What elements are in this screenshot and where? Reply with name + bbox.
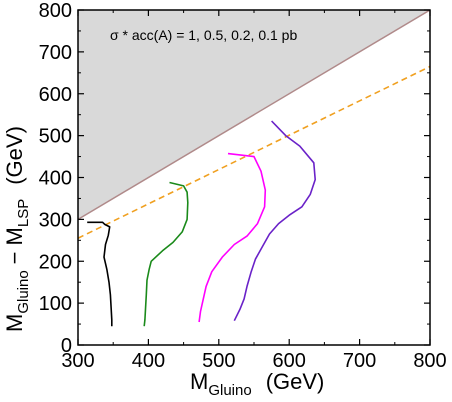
y-tick-label: 600 bbox=[39, 84, 72, 106]
series-layer bbox=[87, 120, 317, 327]
y-tick-label: 0 bbox=[61, 335, 72, 357]
series-line-3 bbox=[198, 152, 267, 323]
excluded-region-edge bbox=[77, 9, 431, 221]
y-tick-label: 500 bbox=[39, 126, 72, 148]
x-tick-label: 700 bbox=[343, 350, 376, 372]
series-line-1 bbox=[87, 221, 113, 327]
y-axis-title-sub2: LSP bbox=[15, 199, 32, 227]
y-tick-label: 800 bbox=[39, 0, 72, 22]
y-axis-title-dash: − bbox=[2, 251, 27, 264]
y-axis-title-unit: (GeV) bbox=[2, 126, 27, 185]
x-tick-label: 300 bbox=[61, 350, 94, 372]
y-tick-label: 100 bbox=[39, 293, 72, 315]
y-tick-label: 300 bbox=[39, 209, 72, 231]
y-axis-title-main2: M bbox=[2, 227, 27, 245]
x-tick-label: 500 bbox=[202, 350, 235, 372]
x-tick-label: 400 bbox=[132, 350, 165, 372]
x-axis-title-sub: Gluino bbox=[208, 382, 251, 399]
reference-dashed-line bbox=[77, 65, 431, 239]
ticks-layer: 300 400 500 600 700 800 0 100 200 300 400 500 600 700… bbox=[39, 0, 447, 372]
y-tick-label: 700 bbox=[39, 42, 72, 64]
series-line-2 bbox=[143, 181, 189, 327]
x-axis-title-main: M bbox=[190, 369, 208, 394]
y-tick-label: 200 bbox=[39, 251, 72, 273]
y-axis-title: MGluino−MLSP(GeV) bbox=[2, 126, 32, 332]
x-tick-label: 600 bbox=[273, 350, 306, 372]
y-axis-title-main1: M bbox=[2, 314, 27, 332]
x-tick-label: 800 bbox=[413, 350, 446, 372]
y-tick-label: 400 bbox=[39, 168, 72, 190]
annotation-text: σ * acc(A) = 1, 0.5, 0.2, 0.1 pb bbox=[110, 27, 297, 43]
series-line-4 bbox=[233, 120, 317, 322]
x-axis-title-unit: (GeV) bbox=[266, 369, 325, 394]
x-axis-title: MGluino (GeV) bbox=[190, 369, 324, 399]
y-axis-title-sub1: Gluino bbox=[15, 270, 32, 313]
plot-area bbox=[77, 9, 431, 239]
